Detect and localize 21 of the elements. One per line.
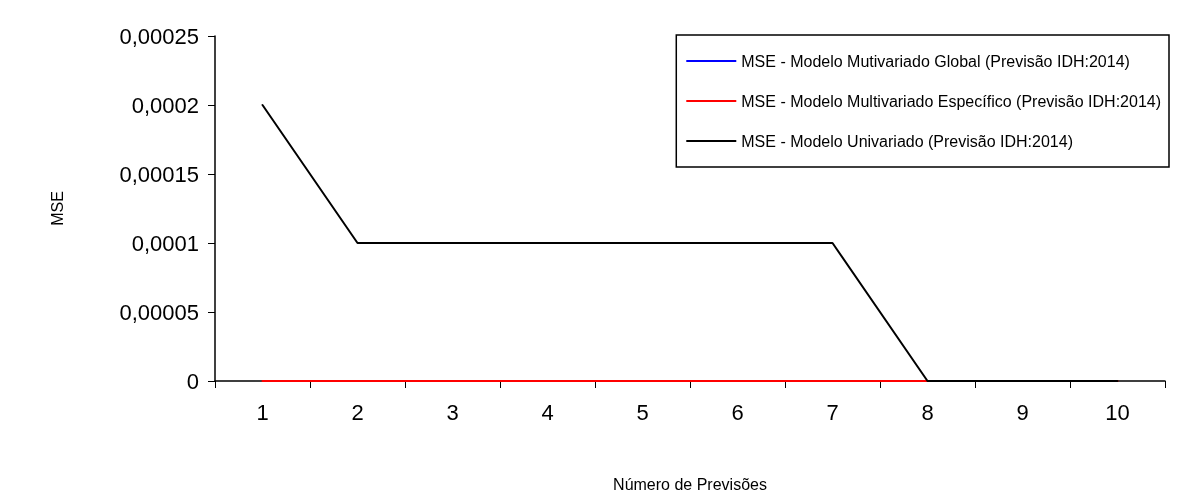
x-tick-label: 4 bbox=[541, 399, 554, 425]
x-tick-label: 6 bbox=[731, 399, 744, 425]
x-tick-label: 7 bbox=[826, 399, 839, 425]
y-tick-label: 0,00005 bbox=[119, 299, 199, 325]
x-tick-label: 8 bbox=[921, 399, 934, 425]
x-tick-label: 1 bbox=[256, 399, 269, 425]
legend-label: MSE - Modelo Multivariado Específico (Previsão IDH:2014) bbox=[741, 92, 1161, 110]
y-tick-label: 0,0002 bbox=[131, 92, 199, 118]
x-axis-title: Número de Previsões bbox=[613, 475, 767, 493]
x-tick-label: 9 bbox=[1016, 399, 1029, 425]
x-tick-label: 5 bbox=[636, 399, 649, 425]
legend-label: MSE - Modelo Univariado (Previsão IDH:2014) bbox=[741, 132, 1073, 150]
y-tick-label: 0,0001 bbox=[131, 230, 199, 256]
y-axis-title: MSE bbox=[48, 191, 66, 226]
x-tick-label: 10 bbox=[1105, 399, 1130, 425]
y-tick-label: 0,00015 bbox=[119, 161, 199, 187]
x-tick-label: 3 bbox=[446, 399, 459, 425]
y-tick-label: 0 bbox=[186, 368, 199, 394]
x-tick-label: 2 bbox=[351, 399, 364, 425]
y-tick-label: 0,00025 bbox=[119, 23, 199, 49]
legend-label: MSE - Modelo Mutivariado Global (Previsão IDH:2014) bbox=[741, 52, 1130, 70]
